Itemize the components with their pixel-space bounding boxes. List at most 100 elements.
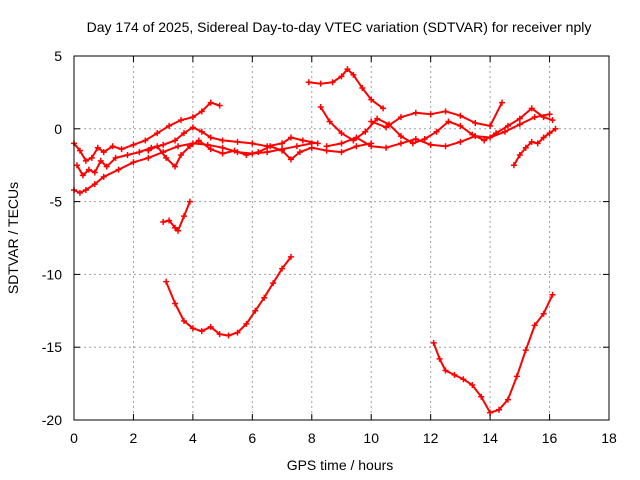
data-point	[305, 79, 312, 86]
data-point	[154, 143, 161, 150]
data-point	[270, 280, 277, 287]
data-point	[178, 152, 184, 159]
data-point	[546, 111, 553, 118]
data-point	[180, 130, 187, 137]
data-point	[207, 323, 214, 330]
data-point	[189, 114, 196, 121]
data-point	[287, 134, 294, 141]
data-point	[145, 147, 152, 154]
data-point	[73, 162, 80, 169]
series-line	[432, 293, 554, 414]
data-point	[160, 141, 167, 148]
series-line	[165, 255, 292, 337]
data-point	[267, 143, 274, 150]
data-point	[499, 99, 505, 106]
data-point	[549, 117, 556, 124]
series-layer	[71, 66, 559, 416]
data-point	[76, 189, 83, 196]
series-track-j	[368, 99, 505, 131]
data-point	[287, 253, 294, 260]
data-point	[317, 103, 324, 110]
data-point	[436, 355, 443, 362]
data-point	[264, 149, 271, 156]
data-point	[516, 115, 523, 122]
data-point	[198, 128, 205, 135]
data-point	[172, 163, 179, 170]
data-point	[85, 166, 92, 173]
data-point	[198, 328, 205, 335]
data-point	[412, 109, 419, 116]
data-point	[216, 331, 223, 338]
y-tick-label: 5	[54, 48, 62, 64]
data-point	[293, 143, 300, 150]
data-point	[166, 122, 173, 129]
data-point	[353, 143, 360, 150]
data-point	[219, 144, 226, 151]
data-point	[255, 149, 262, 156]
chart-title: Day 174 of 2025, Sidereal Day-to-day VTE…	[87, 19, 592, 35]
data-point	[172, 224, 179, 231]
data-point	[427, 141, 434, 148]
data-point	[243, 320, 250, 327]
x-tick-label: 14	[482, 430, 498, 446]
x-tick-label: 2	[130, 430, 138, 446]
data-point	[186, 143, 193, 150]
data-point	[145, 154, 152, 161]
data-point	[368, 96, 375, 103]
data-point	[451, 371, 458, 378]
data-point	[326, 118, 333, 125]
data-point	[344, 66, 351, 73]
x-tick-label: 18	[601, 430, 617, 446]
data-point	[540, 310, 547, 317]
data-point	[338, 73, 345, 80]
data-point	[487, 134, 494, 141]
x-tick-label: 16	[542, 430, 558, 446]
data-point	[469, 382, 476, 389]
y-tick-label: -5	[50, 194, 63, 210]
series-line	[73, 101, 221, 162]
data-point	[516, 121, 523, 128]
data-point	[207, 134, 214, 141]
data-point	[180, 317, 187, 324]
series-line	[73, 142, 313, 194]
series-track-g	[305, 66, 387, 112]
data-point	[180, 213, 187, 220]
data-point	[91, 181, 98, 188]
data-point	[130, 141, 137, 148]
data-point	[189, 124, 196, 131]
data-point	[172, 300, 179, 307]
series-track-f	[163, 253, 294, 339]
data-point	[546, 130, 553, 137]
data-point	[457, 122, 464, 129]
data-point	[76, 147, 83, 154]
data-point	[207, 146, 214, 153]
data-point	[412, 135, 419, 142]
data-point	[252, 307, 259, 314]
data-point	[299, 137, 306, 144]
data-point	[207, 99, 214, 106]
data-point	[189, 325, 196, 332]
data-point	[513, 373, 520, 380]
data-point	[397, 114, 404, 121]
data-point	[109, 143, 116, 150]
data-point	[234, 329, 241, 336]
data-point	[510, 162, 517, 169]
data-point	[225, 332, 232, 339]
data-point	[487, 122, 494, 129]
y-tick-label: -10	[42, 266, 62, 282]
plot-frame	[73, 55, 610, 421]
data-point	[359, 85, 366, 92]
data-point	[409, 140, 416, 147]
y-tick-label: 0	[54, 121, 62, 137]
data-point	[103, 163, 110, 170]
data-point	[160, 218, 167, 225]
data-point	[442, 367, 449, 374]
series-line	[325, 113, 551, 149]
x-tick-label: 4	[189, 430, 197, 446]
data-point	[383, 144, 390, 151]
data-point	[231, 147, 238, 154]
data-point	[522, 347, 529, 354]
series-track-e	[160, 198, 193, 234]
data-point	[460, 376, 467, 383]
data-point	[504, 396, 511, 403]
